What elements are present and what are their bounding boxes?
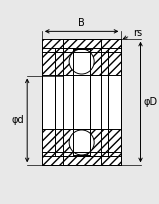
Bar xyxy=(55,129,62,156)
Bar xyxy=(90,48,101,75)
Bar xyxy=(62,129,73,156)
Bar xyxy=(108,48,121,75)
Bar xyxy=(62,129,73,156)
Text: φd: φd xyxy=(12,115,24,125)
Bar xyxy=(42,48,55,75)
Bar xyxy=(55,129,62,156)
Bar xyxy=(62,48,73,75)
Bar xyxy=(101,129,108,156)
Bar xyxy=(55,48,62,75)
Bar xyxy=(42,39,121,52)
Bar xyxy=(62,48,73,75)
Circle shape xyxy=(69,49,94,74)
Bar xyxy=(108,129,121,156)
Bar xyxy=(101,48,108,75)
Bar xyxy=(42,39,121,165)
Bar xyxy=(42,152,121,165)
Bar xyxy=(62,155,101,165)
Text: B: B xyxy=(78,18,85,28)
Bar xyxy=(90,48,101,75)
Bar xyxy=(42,129,55,156)
Bar xyxy=(101,129,108,156)
Circle shape xyxy=(69,130,94,155)
Bar xyxy=(62,39,101,49)
Bar xyxy=(90,129,101,156)
Bar xyxy=(42,48,55,75)
Bar xyxy=(42,152,121,165)
Bar xyxy=(42,39,121,52)
Bar xyxy=(55,48,62,75)
Text: φD: φD xyxy=(143,97,158,107)
Bar xyxy=(42,39,121,165)
Bar xyxy=(62,155,101,165)
Bar xyxy=(108,129,121,156)
Bar xyxy=(42,129,55,156)
Text: rs: rs xyxy=(123,28,142,39)
Bar xyxy=(108,48,121,75)
Bar xyxy=(62,39,101,49)
Bar xyxy=(101,48,108,75)
Bar xyxy=(90,129,101,156)
